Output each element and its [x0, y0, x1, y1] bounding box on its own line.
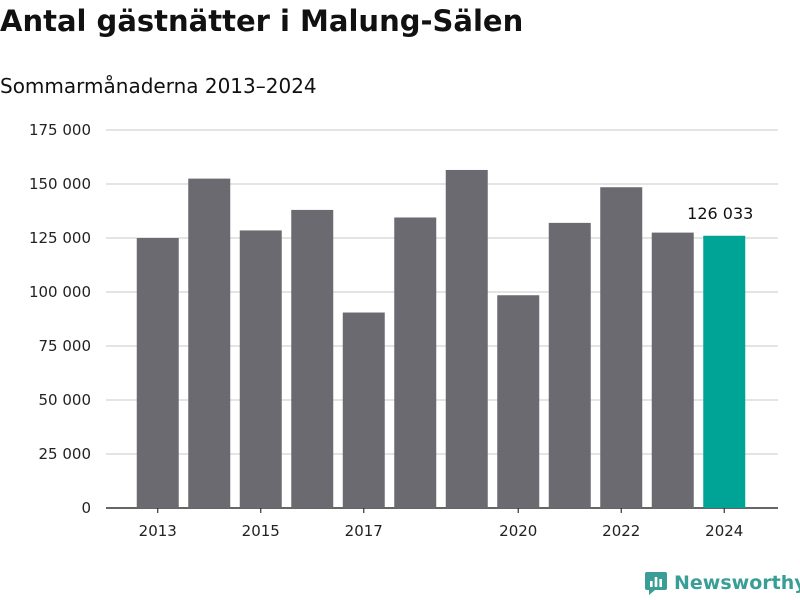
x-tick-label: 2017 — [345, 522, 383, 540]
y-tick-label: 25 000 — [39, 445, 92, 463]
y-tick-label: 75 000 — [39, 337, 92, 355]
bar-2018 — [394, 217, 437, 509]
bar-chart-logo-icon — [645, 572, 667, 595]
x-tick-label: 2022 — [602, 522, 640, 540]
y-tick-label: 150 000 — [29, 175, 91, 193]
bar-2023 — [651, 232, 694, 508]
bar-2014 — [188, 178, 231, 508]
bar-2019 — [445, 169, 488, 508]
x-tick-label: 2024 — [705, 522, 743, 540]
y-tick-label: 125 000 — [29, 229, 91, 247]
bar-2021 — [548, 222, 591, 508]
y-tick-label: 175 000 — [29, 121, 91, 139]
bar-2022 — [600, 187, 643, 509]
x-tick-label: 2015 — [242, 522, 280, 540]
bar-2020 — [497, 295, 540, 508]
bar-2024 — [703, 235, 746, 508]
y-tick-label: 50 000 — [39, 391, 92, 409]
chart-subtitle: Sommarmånaderna 2013–2024 — [0, 74, 317, 98]
bar-2015 — [239, 230, 282, 508]
brand-name: Newsworthy — [674, 572, 800, 594]
x-tick-label: 2020 — [499, 522, 537, 540]
y-tick-label: 0 — [81, 499, 91, 517]
bar-2016 — [291, 209, 334, 509]
chart-title: Antal gästnätter i Malung-Sälen — [0, 4, 524, 38]
tick-labels: 0 25 000 50 000 75 000 100 000 125 000 150 000… — [29, 121, 753, 540]
y-tick-label: 100 000 — [29, 283, 91, 301]
x-tick-label: 2013 — [139, 522, 177, 540]
data-label: 126 033 — [687, 204, 753, 223]
bars — [136, 169, 746, 509]
newsworthy-logo: Newsworthy — [644, 570, 800, 596]
bar-2013 — [136, 238, 179, 508]
bar-2017 — [342, 312, 385, 508]
